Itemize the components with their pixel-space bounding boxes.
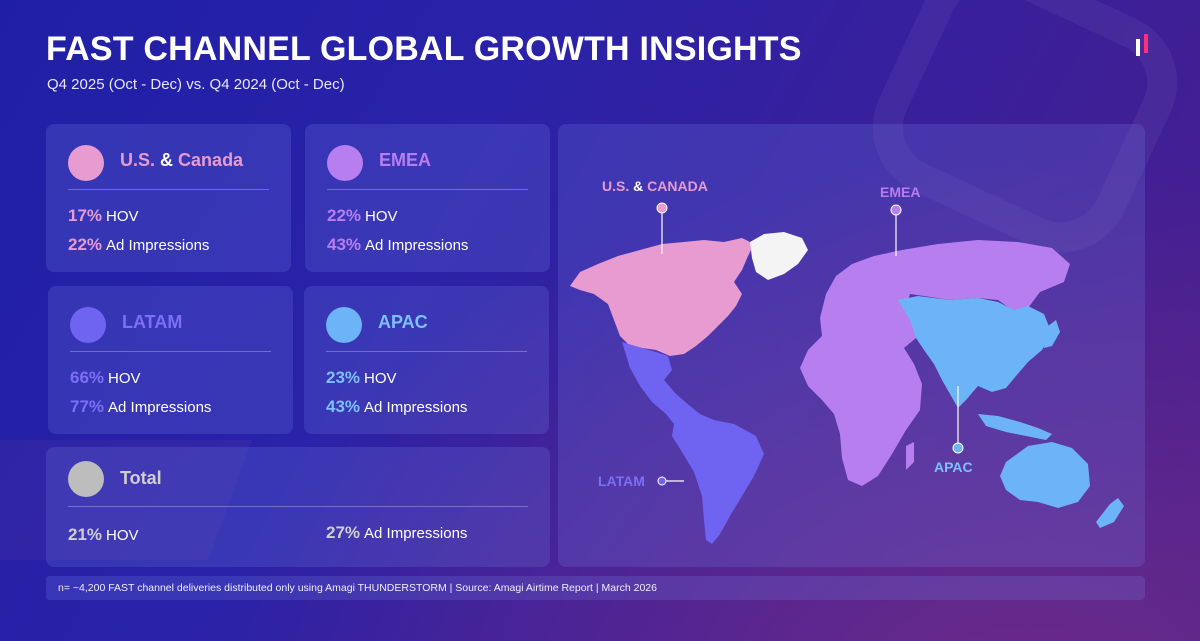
map-greenland (750, 232, 808, 280)
total-card: Total 21% HOV 27% Ad Impressions (46, 447, 550, 567)
total-hov: 21% HOV (68, 525, 139, 545)
emea-ad-label: Ad Impressions (365, 237, 469, 254)
apac-color-dot (326, 307, 362, 343)
us-canada-title-amp: & (160, 150, 174, 170)
emea-ad-value: 43% (327, 235, 362, 254)
map-region-emea (800, 240, 1070, 486)
divider (68, 189, 269, 190)
us-canada-title-part1: U.S. (120, 150, 156, 170)
emea-pin (890, 204, 902, 216)
us-canada-card: U.S. & Canada 17% HOV 22% Ad Impressions (46, 124, 291, 272)
us-canada-hov: 17% HOV (68, 206, 139, 226)
map-australia (1000, 442, 1090, 508)
latam-ad-label: Ad Impressions (108, 399, 212, 416)
emea-hov-label: HOV (365, 208, 398, 225)
brand-logo (1136, 34, 1152, 56)
divider (68, 506, 528, 507)
total-hov-label: HOV (106, 527, 139, 544)
total-hov-value: 21% (68, 525, 103, 544)
emea-card: EMEA 22% HOV 43% Ad Impressions (305, 124, 550, 272)
us-canada-pin (656, 202, 668, 214)
apac-ad: 43% Ad Impressions (326, 397, 467, 417)
us-canada-color-dot (68, 145, 104, 181)
latam-hov-value: 66% (70, 368, 105, 387)
divider (327, 189, 528, 190)
map-new-zealand (1096, 498, 1124, 528)
latam-title: LATAM (122, 312, 183, 332)
map-label-us-canada: U.S. & CANADA (602, 178, 708, 194)
latam-pin (657, 476, 667, 486)
apac-hov-value: 23% (326, 368, 361, 387)
total-ad: 27% Ad Impressions (326, 523, 467, 543)
us-canada-title-part2: Canada (178, 150, 244, 170)
page-title: FAST CHANNEL GLOBAL GROWTH INSIGHTS (46, 30, 802, 68)
apac-hov-label: HOV (364, 370, 397, 387)
apac-pin (952, 442, 964, 454)
map-label-us-canada-amp: & (633, 178, 643, 194)
map-region-latam (622, 342, 764, 544)
total-ad-label: Ad Impressions (364, 525, 468, 542)
map-label-latam: LATAM (598, 473, 645, 489)
latam-color-dot (70, 307, 106, 343)
us-canada-ad-value: 22% (68, 235, 103, 254)
us-canada-title: U.S. & Canada (120, 150, 243, 171)
map-label-apac: APAC (934, 459, 973, 475)
emea-ad: 43% Ad Impressions (327, 235, 468, 255)
map-region-us-canada (570, 238, 754, 356)
logo-bar-white (1136, 39, 1140, 56)
apac-ad-label: Ad Impressions (364, 399, 468, 416)
footer-note: n= ~4,200 FAST channel deliveries distri… (46, 576, 1145, 600)
map-label-us-canada-part2: CANADA (647, 178, 708, 194)
total-title: Total (120, 468, 162, 488)
page-subtitle: Q4 2025 (Oct - Dec) vs. Q4 2024 (Oct - D… (47, 76, 345, 93)
total-color-dot (68, 461, 104, 497)
us-canada-ad-label: Ad Impressions (106, 237, 210, 254)
apac-title: APAC (378, 312, 428, 332)
map-label-emea: EMEA (880, 184, 920, 200)
latam-card: LATAM 66% HOV 77% Ad Impressions (48, 286, 293, 434)
divider (70, 351, 271, 352)
us-canada-hov-label: HOV (106, 208, 139, 225)
us-canada-hov-value: 17% (68, 206, 103, 225)
apac-hov: 23% HOV (326, 368, 397, 388)
world-map-panel: U.S. & CANADA EMEA LATAM APAC (558, 124, 1145, 567)
us-canada-ad: 22% Ad Impressions (68, 235, 209, 255)
map-region-apac (898, 296, 1052, 408)
total-ad-value: 27% (326, 523, 361, 542)
latam-hov-label: HOV (108, 370, 141, 387)
map-indonesia (978, 414, 1052, 440)
emea-hov-value: 22% (327, 206, 362, 225)
apac-card: APAC 23% HOV 43% Ad Impressions (304, 286, 549, 434)
divider (326, 351, 527, 352)
map-label-us-canada-part1: U.S. (602, 178, 629, 194)
map-japan (1044, 320, 1060, 348)
map-madagascar (906, 442, 914, 470)
emea-title: EMEA (379, 150, 432, 170)
world-map: U.S. & CANADA EMEA LATAM APAC (570, 178, 1124, 544)
apac-ad-value: 43% (326, 397, 361, 416)
emea-color-dot (327, 145, 363, 181)
emea-hov: 22% HOV (327, 206, 398, 226)
latam-ad: 77% Ad Impressions (70, 397, 211, 417)
latam-ad-value: 77% (70, 397, 105, 416)
latam-hov: 66% HOV (70, 368, 141, 388)
logo-bar-pink (1144, 34, 1148, 53)
